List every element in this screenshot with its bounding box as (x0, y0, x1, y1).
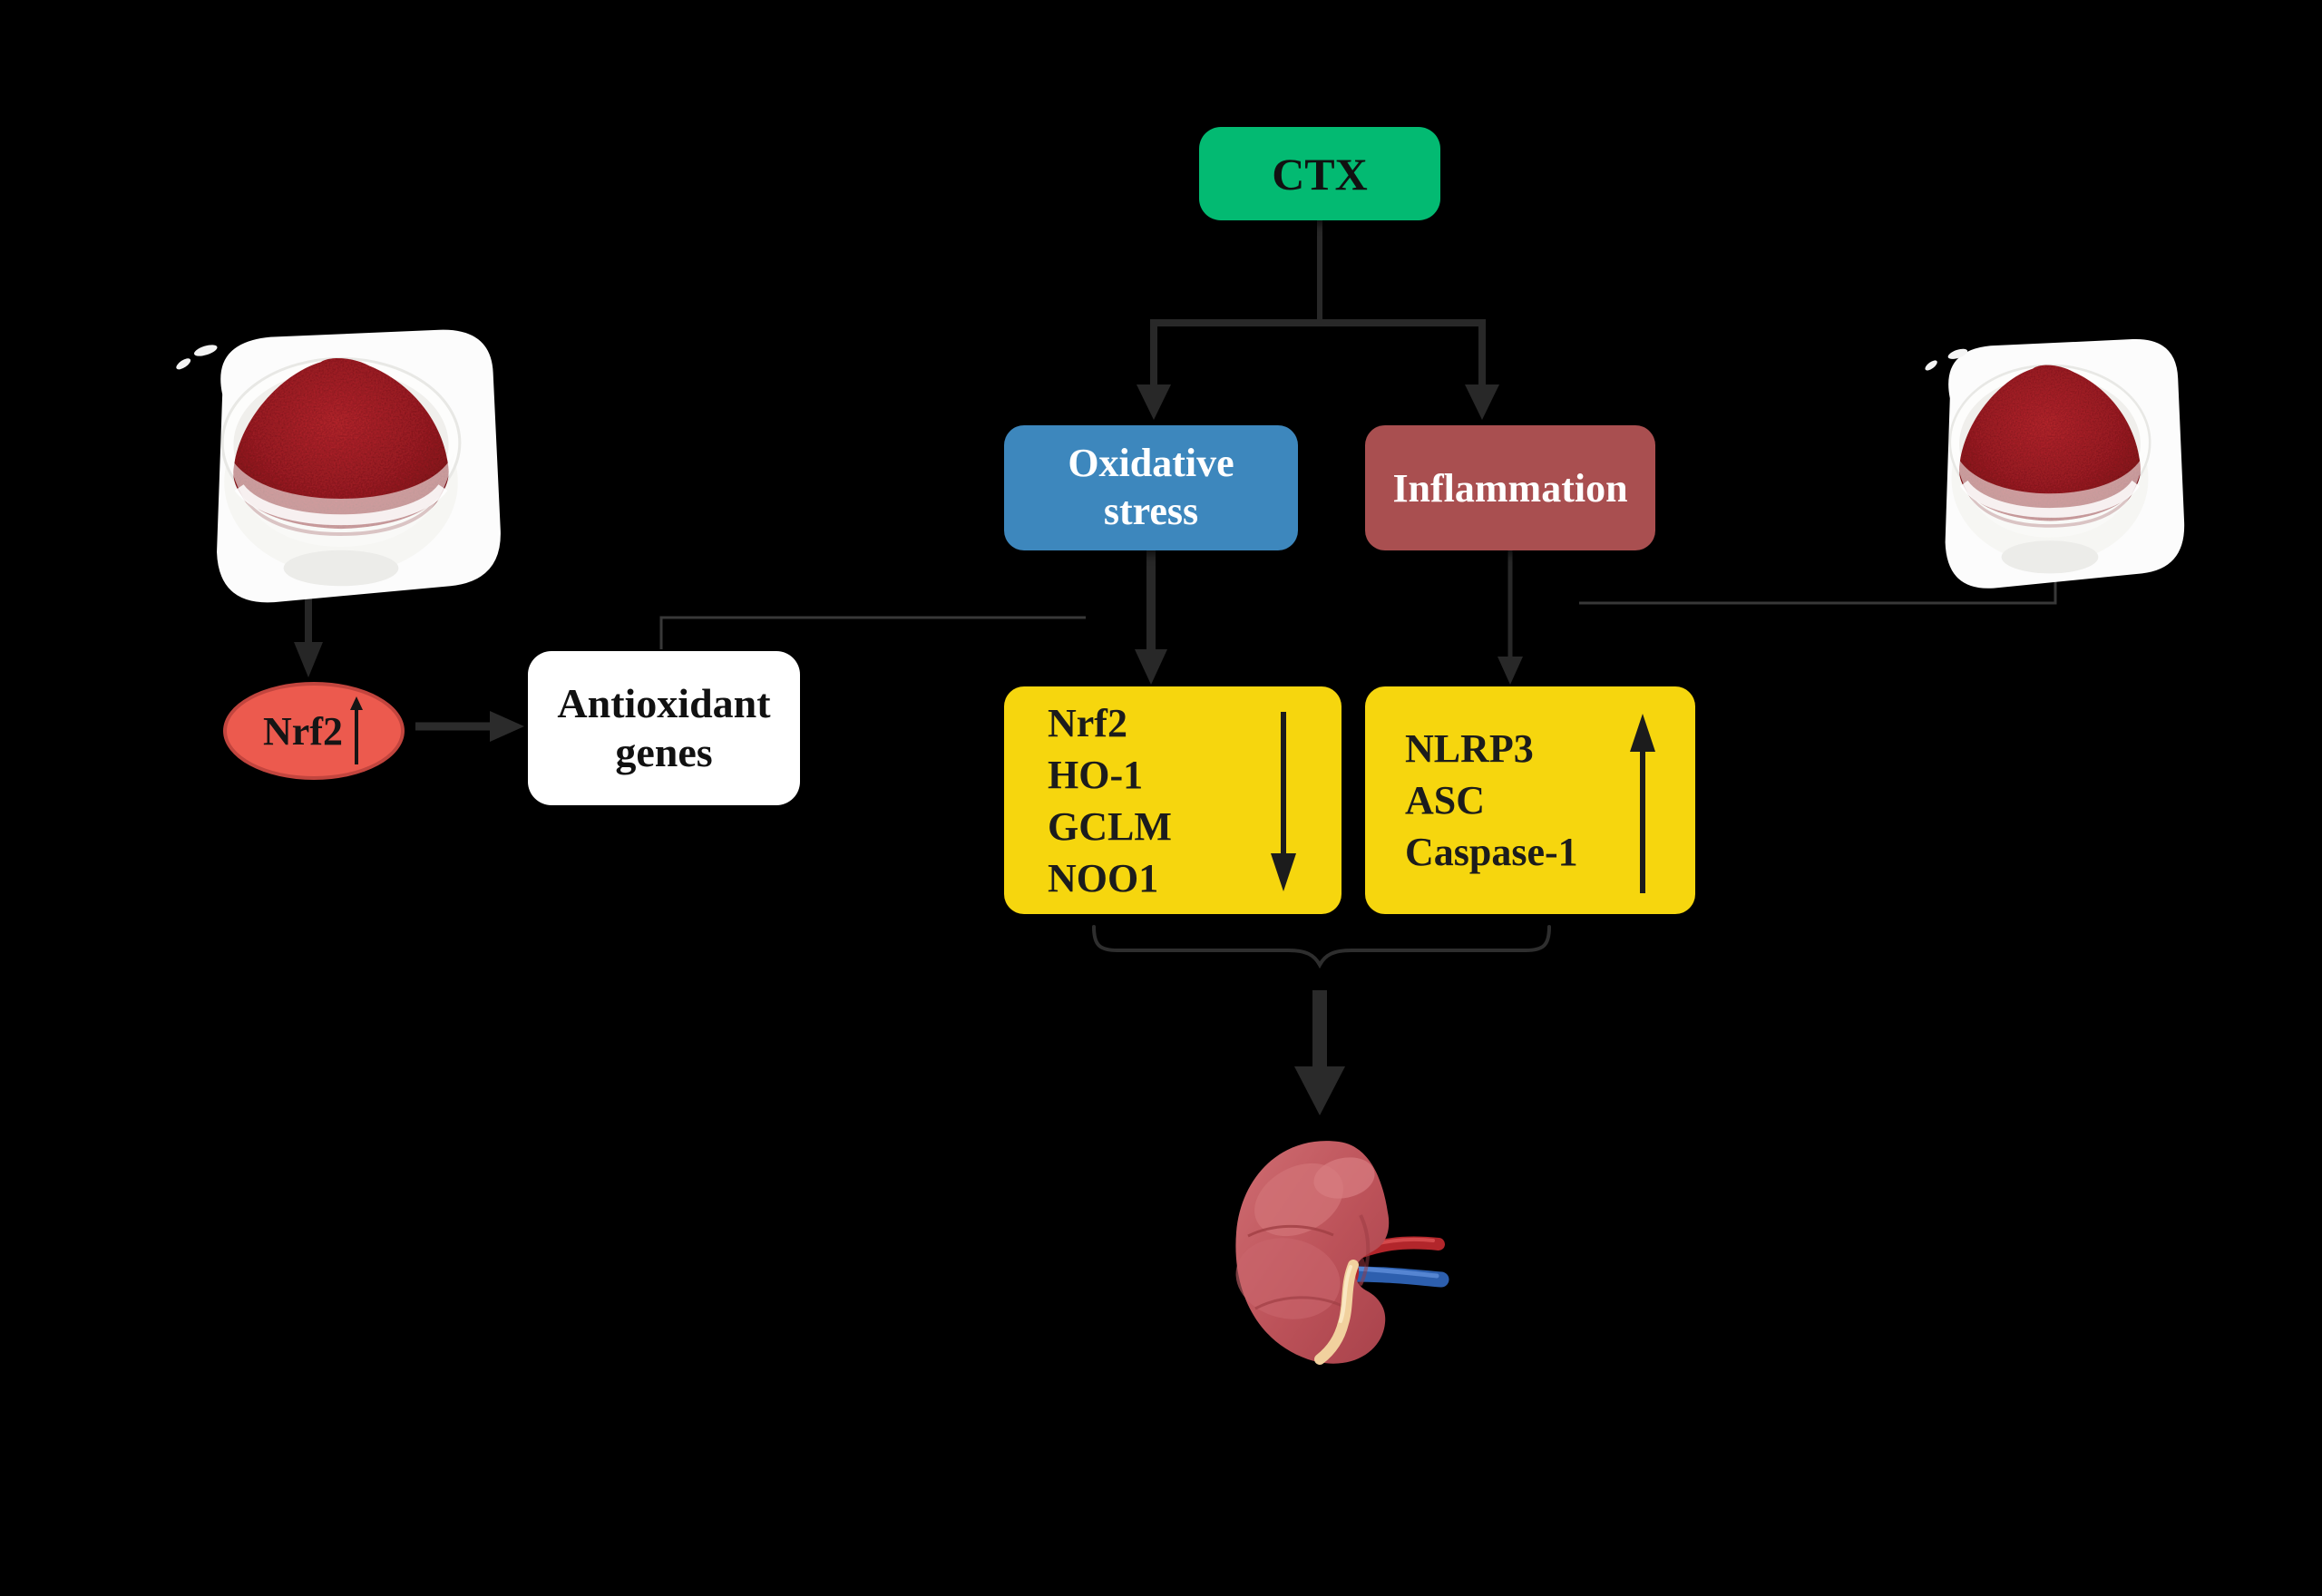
node-oxidative-markers: Nrf2 HO-1 GCLM NOO1 (1004, 686, 1341, 914)
gene-label: HO-1 (1048, 752, 1144, 797)
node-antioxidant-genes: Antioxidant genes (528, 651, 800, 805)
arrowhead-to-inflammation (1465, 384, 1499, 420)
gene-label: ASC (1405, 778, 1486, 822)
node-nrf2-oval: Nrf2 (223, 682, 405, 780)
arrowhead-kidney (1294, 1066, 1345, 1115)
gene-label: Caspase-1 (1405, 830, 1578, 874)
gene-label: Nrf2 (1048, 700, 1127, 745)
red-powder-mound (233, 358, 449, 530)
renal-vein (1343, 1266, 1449, 1288)
arrowhead-bowl-nrf2 (294, 642, 323, 677)
glass-bowl-front (228, 452, 454, 547)
gene-label: GCLM (1048, 803, 1172, 849)
arrowhead-to-oxidative (1137, 384, 1171, 420)
gene-label: NLRP3 (1405, 726, 1534, 771)
up-arrow-icon (349, 696, 363, 764)
arrowhead-nrf2-antioxidant (490, 711, 524, 742)
glass-bowl-front (1954, 450, 2146, 538)
ctx-branch-lines (1150, 220, 1486, 387)
node-oxidative-stress: Oxidative stress (1004, 425, 1298, 550)
red-powder-bowl-right (1925, 338, 2185, 589)
gene-label: NOO1 (1048, 855, 1159, 900)
arrowhead-inflammation-markers (1498, 657, 1523, 685)
node-ctx: CTX (1199, 127, 1440, 220)
node-inflammation: Inflammation (1365, 425, 1655, 550)
arrowhead-oxidative-markers (1135, 649, 1167, 685)
nrf2-label: Nrf2 (263, 708, 343, 754)
up-arrow-icon (1630, 714, 1655, 893)
connector-oxidative-to-antioxidant (659, 616, 1086, 649)
inflammation-label: Inflammation (1392, 465, 1628, 511)
red-powder-bowl-left (176, 329, 501, 603)
merge-brace (1092, 925, 1551, 969)
node-inflammation-markers: NLRP3 ASC Caspase-1 (1365, 686, 1695, 914)
ureter (1314, 1260, 1359, 1365)
red-powder-mound (1958, 365, 2141, 521)
kidney-illustration (1235, 1141, 1449, 1365)
down-arrow-icon (1271, 712, 1296, 891)
ctx-label: CTX (1272, 148, 1368, 200)
antioxidant-genes-label: Antioxidant genes (557, 679, 771, 775)
oxidative-stress-label: Oxidative stress (1068, 441, 1234, 533)
